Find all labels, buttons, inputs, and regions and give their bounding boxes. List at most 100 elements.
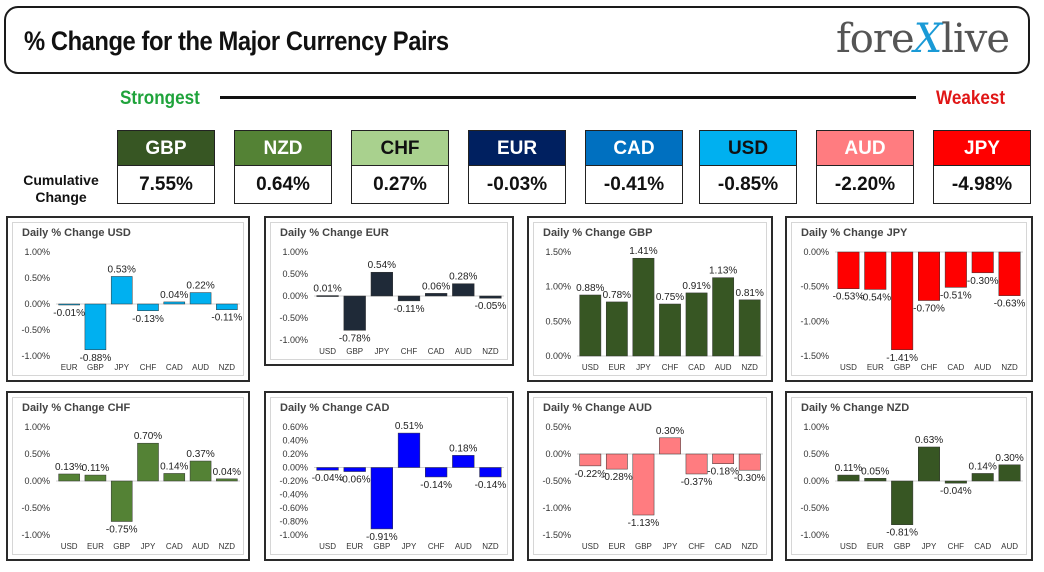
data-label: 0.91% [682,281,710,292]
bar [685,292,708,357]
data-label: 0.04% [213,467,241,478]
currency-box-usd: USD -0.85% [699,130,797,204]
bar [685,453,708,475]
data-label: 0.75% [656,292,684,303]
bar [837,251,860,289]
bar [216,478,238,482]
data-label: 0.11% [835,463,863,474]
bar [605,301,628,357]
chart-panel-chf: Daily % Change CHF 1.00% 0.50% 0.00% -0.50% -… [6,391,250,561]
y-tick-label: -1.00% [21,351,50,361]
chart-panel-jpy: Daily % Change JPY 0.00% -0.50% -1.00% -1.50… [785,216,1033,382]
x-tick-label: GBP [894,363,911,372]
y-tick-label: 0.00% [282,463,308,473]
data-label: 0.14% [160,461,188,472]
y-tick-label: 0.00% [24,299,50,309]
chart-area [533,397,767,555]
y-tick-label: 1.00% [803,422,829,432]
data-label: 0.70% [134,431,162,442]
bar [712,453,735,464]
y-tick-label: 0.00% [803,247,829,257]
bar-chart: Daily % Change JPY 0.00% -0.50% -1.00% -1.50… [800,227,1026,372]
x-tick-label: CHF [921,363,938,372]
chart-title: Daily % Change CHF [22,402,130,414]
x-tick-label: CAD [974,542,991,551]
bar [84,303,107,351]
bar-chart: Daily % Change AUD 0.50% 0.00% -0.50% -1.00%… [542,402,765,551]
cumulative-label-line2: Change [35,189,87,205]
x-tick-label: USD [319,347,336,356]
y-tick-label: -0.50% [800,282,829,292]
x-tick-label: CAD [166,542,183,551]
y-tick-label: -1.50% [800,351,829,361]
bar [316,295,339,297]
chart-area [791,397,1027,555]
chart-title: Daily % Change JPY [801,227,908,239]
data-label: 0.53% [108,264,136,275]
x-tick-label: EUR [608,542,625,551]
y-tick-label: 0.50% [545,316,571,326]
y-tick-label: -0.20% [279,476,308,486]
data-label: 0.18% [449,443,477,454]
y-tick-label: 1.50% [545,247,571,257]
currency-box-chf: CHF 0.27% [351,130,449,204]
bar [659,303,681,357]
x-tick-label: CHF [688,542,705,551]
x-tick-label: JPY [141,542,156,551]
data-label: -0.75% [106,525,138,536]
currency-box-eur: EUR -0.03% [468,130,566,204]
data-label: -0.63% [994,299,1026,310]
currency-box-jpy: JPY -4.98% [933,130,1031,204]
chart-area [12,397,244,555]
bar [579,453,602,467]
bar [163,301,186,305]
bar [110,480,133,522]
bar-chart: Daily % Change CAD 0.60% 0.40% 0.20% 0.00% -0… [279,402,507,551]
data-label: 0.22% [186,281,214,292]
x-tick-label: EUR [61,363,78,372]
data-label: -0.14% [475,480,507,491]
data-label: 0.78% [603,290,631,301]
data-label: -0.81% [886,528,918,539]
x-tick-label: CHF [401,347,418,356]
currency-cumulative-value: -4.98% [933,166,1031,204]
bar [605,453,628,470]
data-label: -1.13% [628,518,660,529]
data-label: -0.91% [366,532,398,543]
bar [479,467,502,478]
data-label: -0.37% [681,477,713,488]
bar [58,303,80,306]
data-label: 0.13% [55,462,83,473]
data-label: 0.06% [422,281,450,292]
y-tick-label: -0.50% [542,476,571,486]
x-tick-label: GBP [373,542,390,551]
y-tick-label: 1.00% [282,247,308,257]
bar [370,271,393,297]
x-tick-label: CHF [662,363,679,372]
bar [738,453,761,471]
x-tick-label: EUR [87,542,104,551]
chart-title: Daily % Change GBP [543,227,652,239]
data-label: -0.06% [339,475,371,486]
y-tick-label: -0.80% [279,517,308,527]
y-tick-label: -0.40% [279,490,308,500]
data-label: 0.11% [82,463,110,474]
data-label: 0.05% [861,466,889,477]
x-tick-label: USD [61,542,78,551]
bar [343,295,366,331]
x-tick-label: CAD [428,347,445,356]
y-tick-label: 0.50% [24,449,50,459]
bar [397,295,421,302]
x-tick-label: AUD [192,363,209,372]
x-tick-label: CAD [166,363,183,372]
y-tick-label: 1.00% [545,282,571,292]
data-label: -0.88% [80,353,112,364]
bar [837,474,860,482]
bar [58,473,80,482]
x-tick-label: NZD [482,542,499,551]
chart-area [270,397,508,555]
data-label: -0.11% [211,313,242,324]
y-tick-label: 0.20% [282,449,308,459]
x-tick-label: CHF [140,363,157,372]
bar-chart: Daily % Change NZD 1.00% 0.50% 0.00% -0.50% -… [800,402,1023,551]
